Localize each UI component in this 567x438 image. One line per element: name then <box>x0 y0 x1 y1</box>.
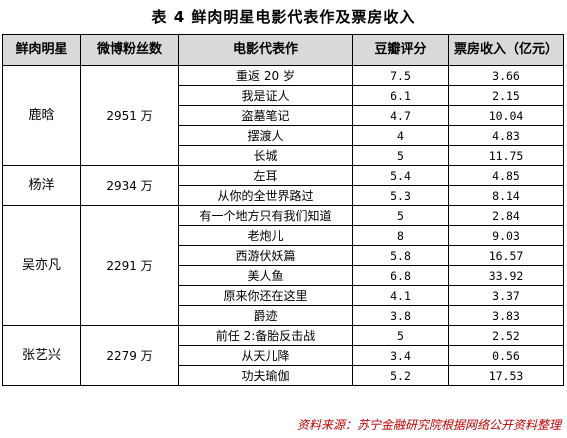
douban-rating: 6.1 <box>352 85 449 106</box>
douban-rating: 5 <box>352 205 449 226</box>
film-title: 老炮儿 <box>178 225 353 246</box>
table-title: 表 4 鲜肉明星电影代表作及票房收入 <box>151 8 416 26</box>
box-office: 10.04 <box>448 105 564 126</box>
film-title: 从天儿降 <box>178 345 353 366</box>
table-row: 张艺兴 2279 万 前任 2:备胎反击战 5 2.52 <box>2 325 564 386</box>
header-row: 鲜肉明星 微博粉丝数 电影代表作 豆瓣评分 票房收入（亿元） <box>2 34 564 66</box>
star-name: 吴亦凡 <box>2 205 81 326</box>
film-title: 前任 2:备胎反击战 <box>178 325 353 346</box>
box-office: 3.83 <box>448 305 564 326</box>
fan-count: 2279 万 <box>80 325 179 386</box>
film-title: 有一个地方只有我们知道 <box>178 205 353 226</box>
box-office: 33.92 <box>448 265 564 286</box>
douban-rating: 7.5 <box>352 65 449 86</box>
box-office: 4.85 <box>448 165 564 186</box>
douban-rating: 4.1 <box>352 285 449 306</box>
table-row: 功夫瑜伽 5.2 17.53 <box>3 365 564 386</box>
box-office: 9.03 <box>448 225 564 246</box>
douban-rating: 5.8 <box>352 245 449 266</box>
table-row: 吴亦凡 2291 万 有一个地方只有我们知道 5 2.84 <box>2 205 564 326</box>
douban-rating: 8 <box>352 225 449 246</box>
table-row: 盗墓笔记 4.7 10.04 <box>3 105 564 126</box>
header-fans: 微博粉丝数 <box>80 34 179 66</box>
box-office: 11.75 <box>448 145 564 166</box>
film-title: 原来你还在这里 <box>178 285 353 306</box>
header-star: 鲜肉明星 <box>2 34 81 66</box>
fan-count: 2951 万 <box>80 65 179 166</box>
film-title: 西游伏妖篇 <box>178 245 353 266</box>
table-row: 西游伏妖篇 5.8 16.57 <box>3 245 564 266</box>
fan-count: 2934 万 <box>80 165 179 206</box>
film-title: 重返 20 岁 <box>178 65 353 86</box>
header-film: 电影代表作 <box>178 34 353 66</box>
film-title: 盗墓笔记 <box>178 105 353 126</box>
box-office: 0.56 <box>448 345 564 366</box>
film-title: 摆渡人 <box>178 125 353 146</box>
film-title: 美人鱼 <box>178 265 353 286</box>
box-office-table: 鲜肉明星 微博粉丝数 电影代表作 豆瓣评分 票房收入（亿元） 鹿晗 2951 万… <box>2 34 564 386</box>
douban-rating: 3.8 <box>352 305 449 326</box>
box-office: 2.15 <box>448 85 564 106</box>
douban-rating: 5.3 <box>352 185 449 206</box>
douban-rating: 5.2 <box>352 365 449 386</box>
box-office: 16.57 <box>448 245 564 266</box>
table-row: 从天儿降 3.4 0.56 <box>3 345 564 366</box>
box-office: 4.83 <box>448 125 564 146</box>
box-office: 3.66 <box>448 65 564 86</box>
table-row: 鹿晗 2951 万 重返 20 岁 7.5 3.66 <box>2 65 564 166</box>
film-title: 爵迹 <box>178 305 353 326</box>
header-rating: 豆瓣评分 <box>352 34 449 66</box>
table-row: 从你的全世界路过 5.3 8.14 <box>3 185 564 206</box>
box-office: 8.14 <box>448 185 564 206</box>
fan-count: 2291 万 <box>80 205 179 326</box>
box-office: 2.84 <box>448 205 564 226</box>
douban-rating: 6.8 <box>352 265 449 286</box>
douban-rating: 5 <box>352 325 449 346</box>
box-office: 3.37 <box>448 285 564 306</box>
film-title: 左耳 <box>178 165 353 186</box>
table-row: 爵迹 3.8 3.83 <box>3 305 564 326</box>
star-name: 鹿晗 <box>2 65 81 166</box>
box-office: 2.52 <box>448 325 564 346</box>
table-row: 长城 5 11.75 <box>3 145 564 166</box>
douban-rating: 5.4 <box>352 165 449 186</box>
star-name: 杨洋 <box>2 165 81 206</box>
film-title: 我是证人 <box>178 85 353 106</box>
film-title: 长城 <box>178 145 353 166</box>
table-row: 杨洋 2934 万 左耳 5.4 4.85 <box>2 165 564 206</box>
box-office: 17.53 <box>448 365 564 386</box>
douban-rating: 5 <box>352 145 449 166</box>
film-title: 功夫瑜伽 <box>178 365 353 386</box>
source-note: 资料来源：苏宁金融研究院根据网络公开资料整理 <box>296 418 561 432</box>
douban-rating: 4 <box>352 125 449 146</box>
douban-rating: 3.4 <box>352 345 449 366</box>
film-title: 从你的全世界路过 <box>178 185 353 206</box>
header-box-office: 票房收入（亿元） <box>448 34 564 66</box>
douban-rating: 4.7 <box>352 105 449 126</box>
star-name: 张艺兴 <box>2 325 81 386</box>
